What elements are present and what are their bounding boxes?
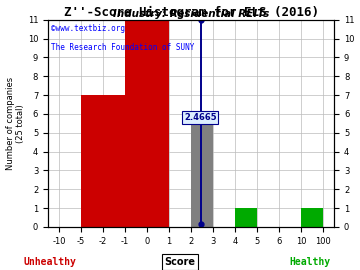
- Text: The Research Foundation of SUNY: The Research Foundation of SUNY: [51, 43, 194, 52]
- Title: Z''-Score Histogram for ELS (2016): Z''-Score Histogram for ELS (2016): [64, 6, 319, 19]
- Text: ©www.textbiz.org: ©www.textbiz.org: [51, 24, 125, 33]
- Bar: [301, 208, 323, 227]
- Bar: [125, 20, 169, 227]
- Y-axis label: Number of companies
(25 total): Number of companies (25 total): [5, 77, 25, 170]
- Bar: [191, 114, 213, 227]
- Text: 2.4665: 2.4665: [184, 113, 217, 122]
- Text: Healthy: Healthy: [289, 257, 330, 267]
- Text: Industry: Residential REITs: Industry: Residential REITs: [113, 9, 269, 19]
- Bar: [235, 208, 257, 227]
- Text: Score: Score: [165, 257, 195, 267]
- Bar: [81, 95, 125, 227]
- Text: Unhealthy: Unhealthy: [24, 257, 77, 267]
